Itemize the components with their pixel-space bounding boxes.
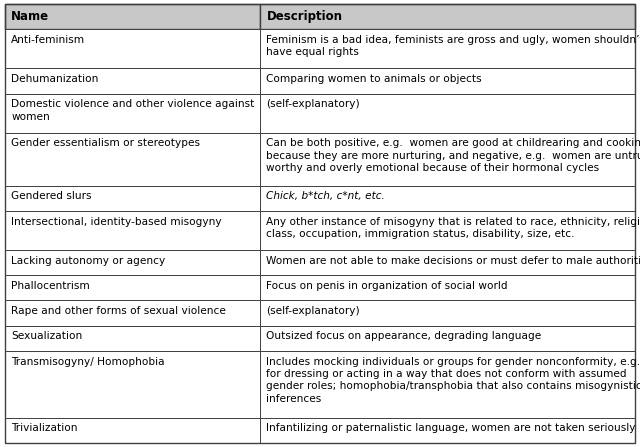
Bar [260, 93, 635, 133]
Bar [5, 29, 260, 68]
Text: Gendered slurs: Gendered slurs [12, 191, 92, 201]
Text: Anti-feminism: Anti-feminism [12, 35, 85, 45]
Bar [260, 275, 635, 300]
Text: Description: Description [266, 10, 342, 23]
Bar [260, 250, 635, 275]
Bar [5, 300, 260, 326]
Bar [260, 326, 635, 351]
Bar [260, 211, 635, 250]
Text: Any other instance of misogyny that is related to race, ethnicity, religion,
cla: Any other instance of misogyny that is r… [266, 216, 640, 239]
Text: (self-explanatory): (self-explanatory) [266, 99, 360, 109]
Text: Domestic violence and other violence against
women: Domestic violence and other violence aga… [12, 99, 255, 122]
Bar [5, 418, 260, 443]
Text: Comparing women to animals or objects: Comparing women to animals or objects [266, 74, 482, 84]
Bar [5, 133, 260, 186]
Text: Intersectional, identity-based misogyny: Intersectional, identity-based misogyny [12, 216, 222, 227]
Text: Women are not able to make decisions or must defer to male authorities: Women are not able to make decisions or … [266, 256, 640, 266]
Bar [260, 29, 635, 68]
Text: Name: Name [12, 10, 49, 23]
Bar [260, 418, 635, 443]
Text: Outsized focus on appearance, degrading language: Outsized focus on appearance, degrading … [266, 331, 541, 342]
Text: Can be both positive, e.g.  women are good at childrearing and cooking
because t: Can be both positive, e.g. women are goo… [266, 139, 640, 173]
Text: Focus on penis in organization of social world: Focus on penis in organization of social… [266, 281, 508, 291]
Bar [5, 351, 260, 418]
Text: Sexualization: Sexualization [12, 331, 83, 342]
Bar [5, 68, 260, 93]
Bar [260, 186, 635, 211]
Bar [260, 4, 635, 29]
Bar [5, 186, 260, 211]
Bar [5, 326, 260, 351]
Text: Lacking autonomy or agency: Lacking autonomy or agency [12, 256, 166, 266]
Text: Rape and other forms of sexual violence: Rape and other forms of sexual violence [12, 306, 226, 316]
Bar [5, 250, 260, 275]
Bar [260, 68, 635, 93]
Text: (self-explanatory): (self-explanatory) [266, 306, 360, 316]
Text: Gender essentialism or stereotypes: Gender essentialism or stereotypes [12, 139, 200, 148]
Bar [5, 93, 260, 133]
Text: Includes mocking individuals or groups for gender nonconformity, e.g.
for dressi: Includes mocking individuals or groups f… [266, 357, 640, 404]
Text: Trivialization: Trivialization [12, 423, 77, 434]
Bar [260, 351, 635, 418]
Text: Chick, b*tch, c*nt, etc.: Chick, b*tch, c*nt, etc. [266, 191, 385, 201]
Bar [260, 133, 635, 186]
Text: Dehumanization: Dehumanization [12, 74, 99, 84]
Text: Phallocentrism: Phallocentrism [12, 281, 90, 291]
Text: Transmisogyny/ Homophobia: Transmisogyny/ Homophobia [12, 357, 165, 367]
Text: Infantilizing or paternalistic language, women are not taken seriously: Infantilizing or paternalistic language,… [266, 423, 636, 434]
Bar [5, 4, 260, 29]
Bar [260, 300, 635, 326]
Bar [5, 211, 260, 250]
Bar [5, 275, 260, 300]
Text: Feminism is a bad idea, feminists are gross and ugly, women shouldn’t
have equal: Feminism is a bad idea, feminists are gr… [266, 35, 640, 57]
